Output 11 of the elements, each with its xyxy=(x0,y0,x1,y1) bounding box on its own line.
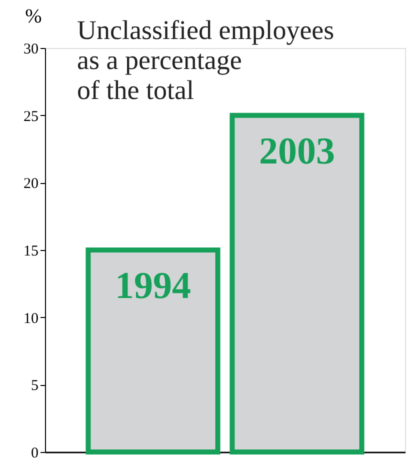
y-tick-label: 5 xyxy=(31,378,38,394)
chart-title: Unclassified employees as a percentage of the total xyxy=(77,15,334,105)
y-tick-label: 15 xyxy=(24,244,38,260)
y-tick-label: 0 xyxy=(31,446,38,459)
y-axis-title: % xyxy=(25,6,42,28)
y-tick-label: 10 xyxy=(24,310,38,327)
y-tick-label: 25 xyxy=(24,108,38,125)
y-tick-label: 30 xyxy=(24,42,38,58)
x-tick-label: 2003 xyxy=(259,130,335,172)
y-tick-label: 20 xyxy=(24,176,38,192)
x-tick-label: 1994 xyxy=(115,265,191,307)
